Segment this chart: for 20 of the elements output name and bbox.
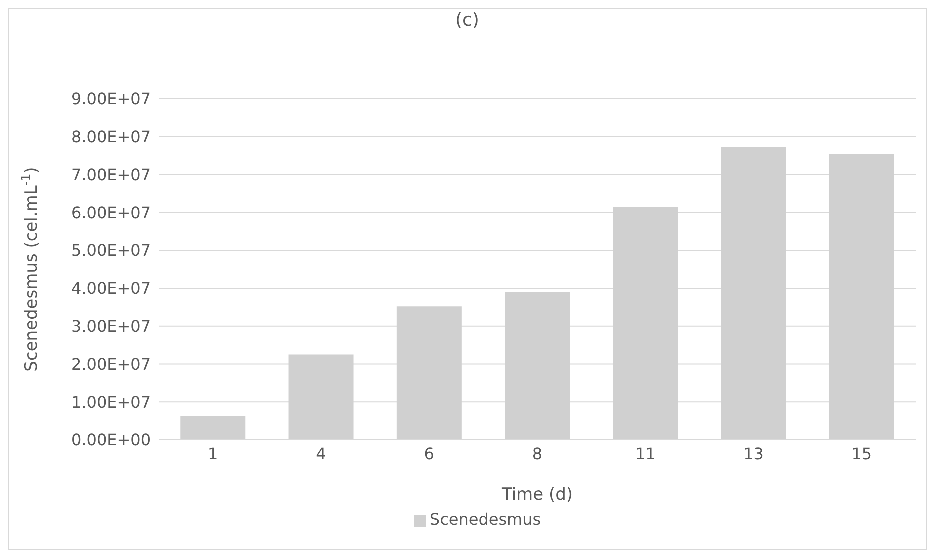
- y-tick-label: 3.00E+07: [72, 317, 151, 336]
- y-tick-label: 4.00E+07: [72, 279, 151, 298]
- x-axis-title: Time (d): [500, 485, 574, 505]
- y-tick-label: 7.00E+07: [72, 165, 151, 184]
- x-tick-label: 4: [316, 444, 326, 464]
- x-tick-label: 15: [852, 444, 872, 464]
- x-tick-label: 11: [635, 444, 656, 464]
- y-tick-label: 2.00E+07: [72, 354, 151, 374]
- x-tick-label: 1: [208, 444, 218, 464]
- y-tick-label: 0.00E+00: [72, 430, 151, 450]
- x-tick-label: 6: [424, 444, 434, 464]
- y-tick-label: 5.00E+07: [72, 241, 151, 260]
- y-tick-label: 8.00E+07: [72, 128, 151, 147]
- y-tick-label: 1.00E+07: [72, 392, 151, 412]
- y-tick-label: 6.00E+07: [72, 203, 151, 222]
- x-tick-label: 13: [744, 444, 764, 464]
- y-tick-label: 9.00E+07: [72, 90, 151, 109]
- legend-label: Scenedesmus: [430, 510, 542, 529]
- chart-title: (c): [454, 10, 480, 31]
- x-tick-label: 8: [532, 444, 543, 464]
